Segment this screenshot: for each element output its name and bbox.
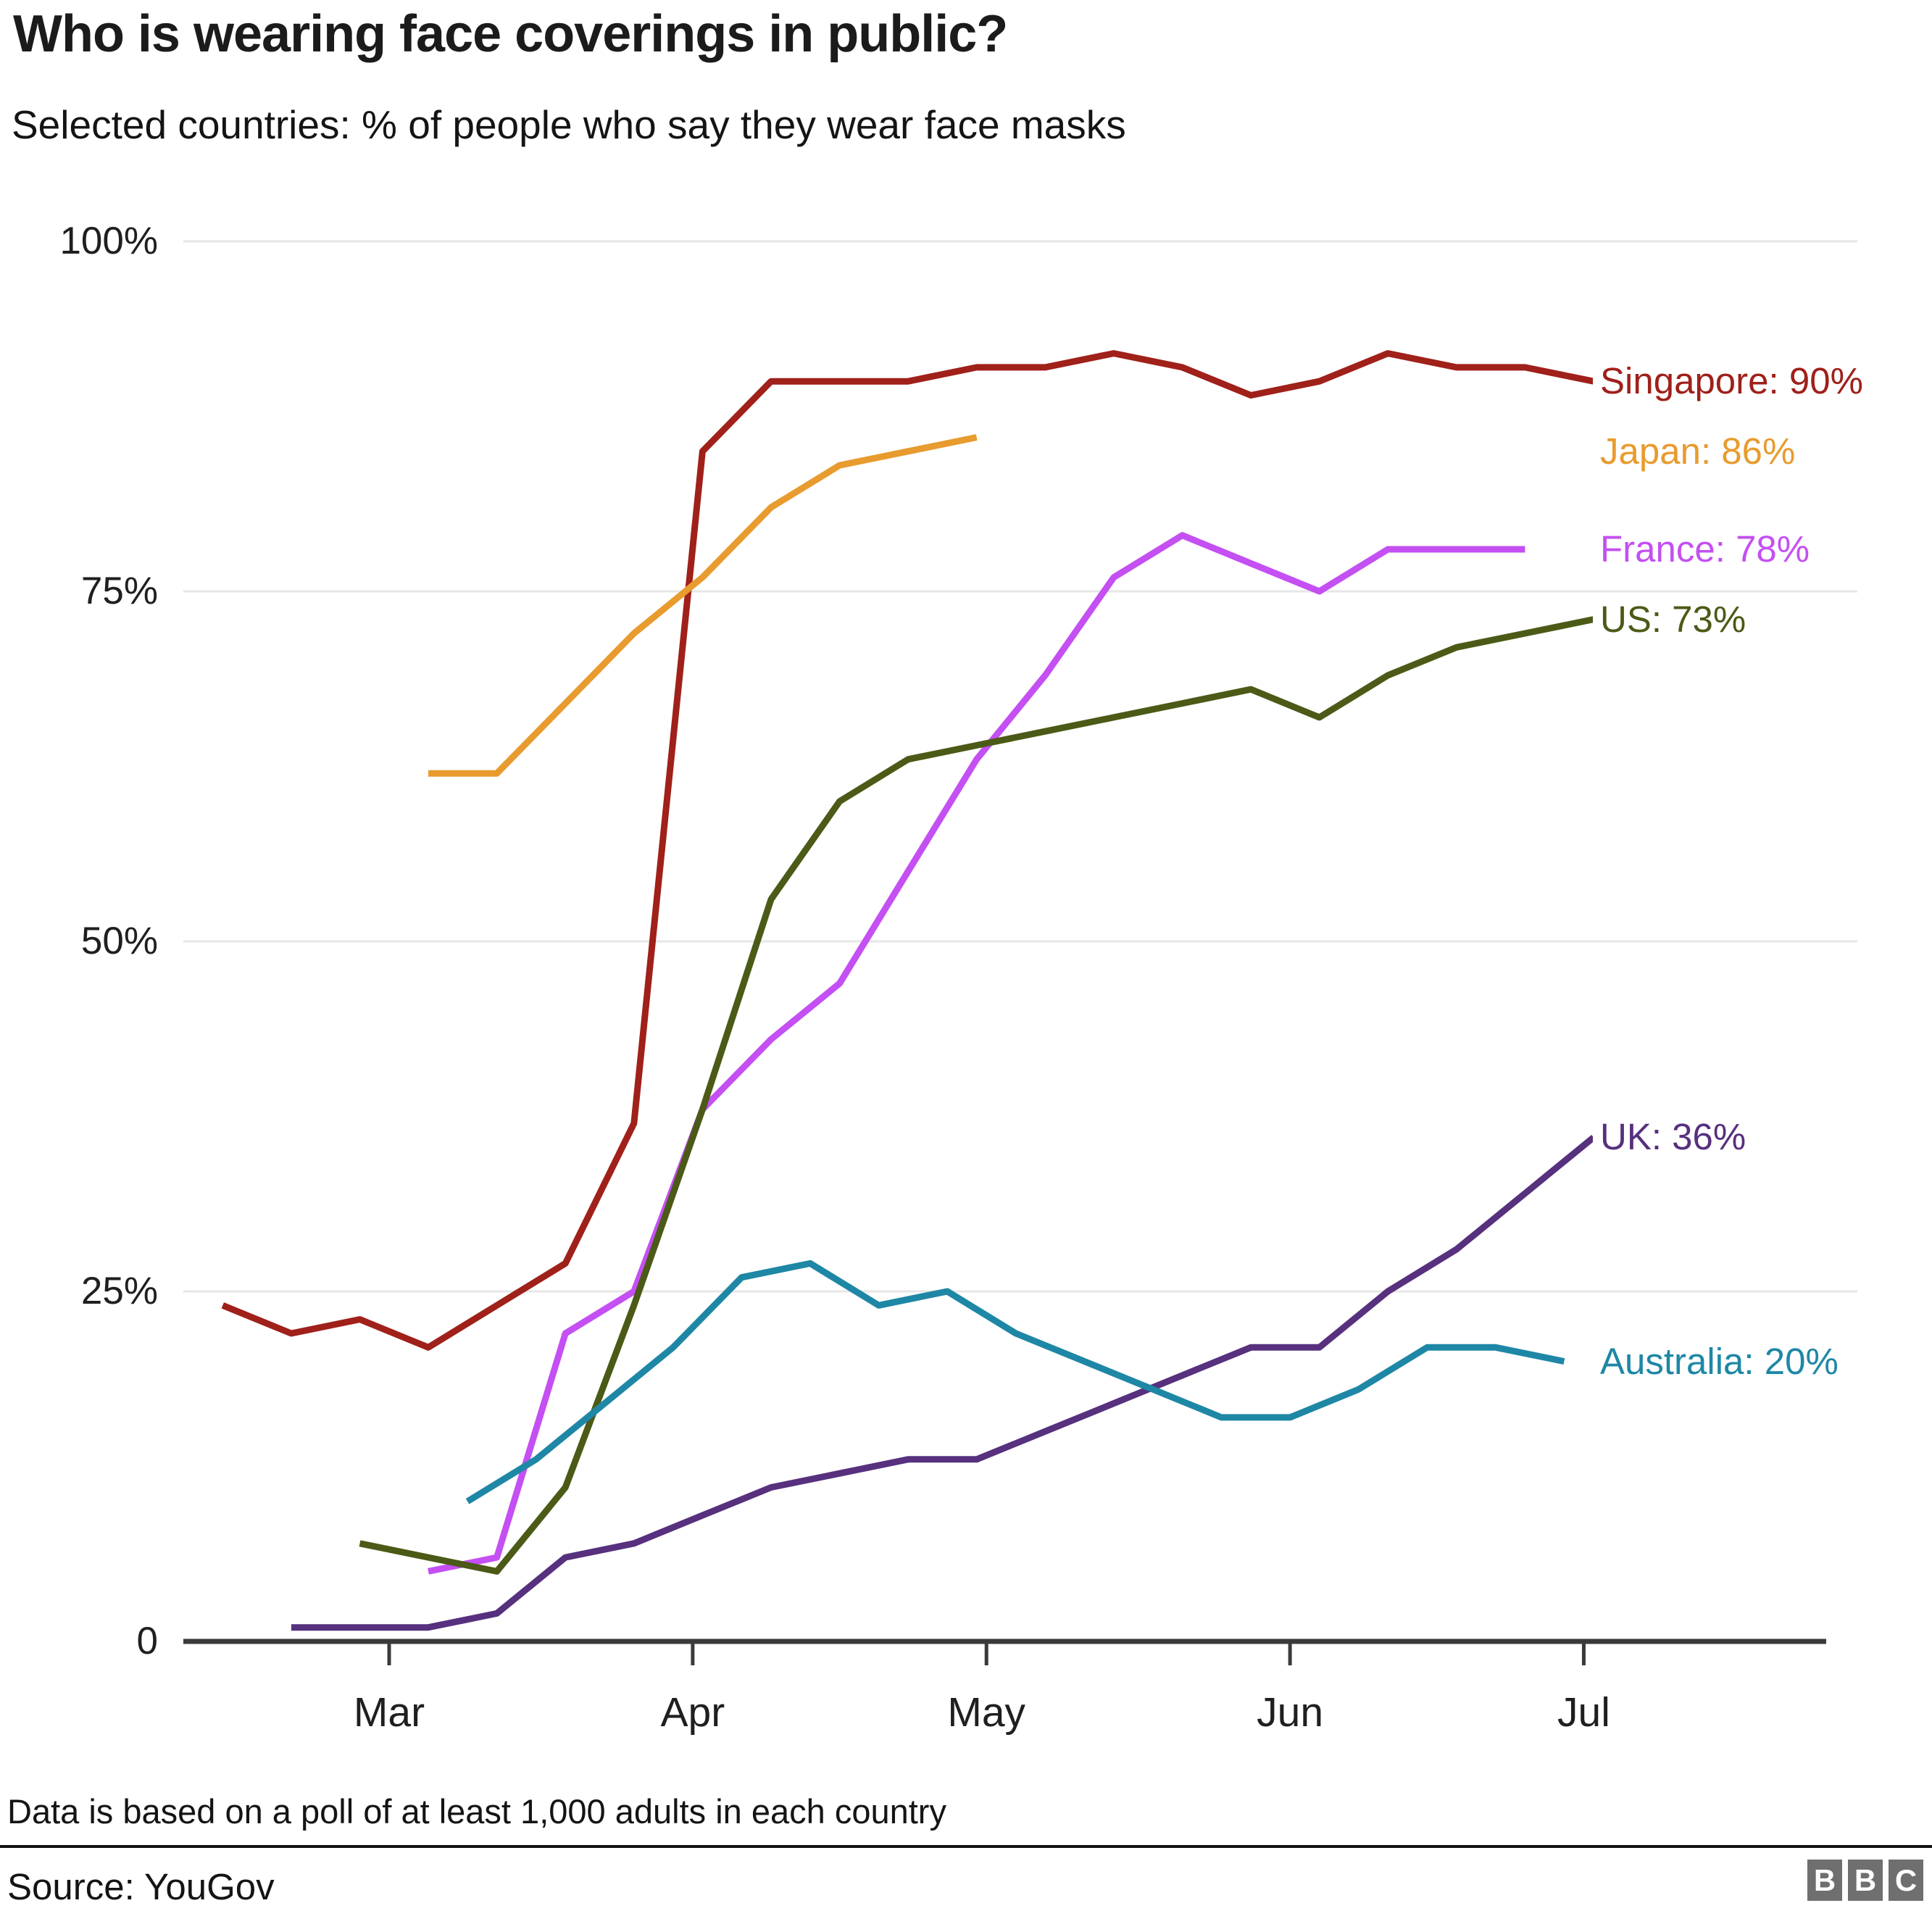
line-us [359,616,1594,1575]
series-label-france: France: 78% [1593,525,1820,575]
x-tick-label-jul: Jul [1557,1689,1610,1736]
line-france [428,532,1525,1575]
x-tick-label-may: May [947,1689,1026,1736]
line-uk [291,1135,1596,1631]
y-tick-label-0: 0 [136,1620,158,1662]
y-tick-label-100: 100% [59,220,158,262]
page-title: Who is wearing face coverings in public? [13,5,1008,63]
footer-divider [0,1845,1932,1848]
series-label-us: US: 73% [1593,594,1757,644]
y-tick-label-25: 25% [80,1270,158,1312]
line-australia [465,1259,1565,1504]
x-tick-label-mar: Mar [353,1689,425,1736]
bbc-logo-block-1: B [1807,1860,1842,1901]
series-label-japan: Japan: 86% [1593,426,1806,476]
line-japan [428,434,978,777]
series-label-australia: Australia: 20% [1593,1336,1849,1386]
bbc-logo-block-3: C [1889,1860,1923,1901]
series-label-uk: UK: 36% [1593,1112,1757,1162]
x-tick-label-jun: Jun [1257,1689,1324,1736]
chart-subtitle: Selected countries: % of people who say … [12,102,1126,147]
line-singapore [221,350,1594,1351]
series-label-singapore: Singapore: 90% [1593,357,1873,407]
y-tick-label-75: 75% [80,570,158,612]
y-tick-label-50: 50% [80,920,158,962]
x-tick-label-apr: Apr [660,1689,725,1736]
source-attribution: Source: YouGov [7,1866,275,1907]
chart-footnote: Data is based on a poll of at least 1,00… [7,1792,946,1831]
bbc-logo-block-2: B [1848,1860,1883,1901]
